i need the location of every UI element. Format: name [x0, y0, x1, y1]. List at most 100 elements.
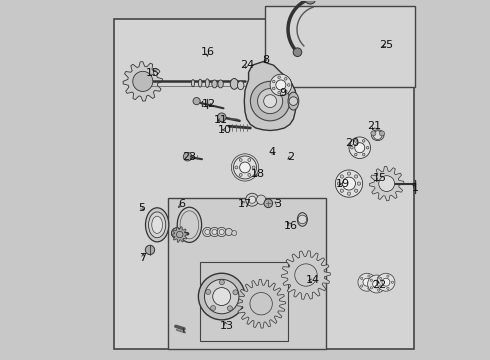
Circle shape — [295, 264, 317, 286]
Circle shape — [305, 0, 316, 4]
Circle shape — [235, 166, 238, 169]
Circle shape — [379, 131, 385, 136]
Polygon shape — [369, 166, 404, 201]
Circle shape — [347, 172, 351, 175]
Circle shape — [134, 72, 152, 90]
Text: 7: 7 — [140, 253, 147, 263]
Circle shape — [391, 281, 393, 283]
Text: 16: 16 — [284, 221, 298, 230]
Text: 10: 10 — [218, 125, 232, 135]
Circle shape — [176, 231, 183, 238]
Circle shape — [371, 131, 376, 136]
Circle shape — [225, 228, 232, 235]
Circle shape — [357, 182, 361, 185]
Circle shape — [355, 143, 365, 153]
Circle shape — [198, 273, 245, 320]
Circle shape — [278, 91, 280, 94]
Circle shape — [272, 80, 275, 83]
Circle shape — [373, 280, 381, 288]
Circle shape — [278, 76, 280, 78]
Circle shape — [232, 230, 237, 235]
Text: 22: 22 — [371, 280, 386, 290]
Circle shape — [382, 283, 384, 285]
Circle shape — [293, 48, 302, 57]
Circle shape — [240, 162, 250, 173]
Circle shape — [133, 71, 153, 91]
Circle shape — [379, 176, 394, 192]
Circle shape — [264, 199, 272, 208]
Circle shape — [193, 98, 200, 105]
Ellipse shape — [371, 130, 384, 140]
Circle shape — [285, 90, 287, 93]
Circle shape — [250, 81, 290, 121]
Bar — [200, 262, 288, 341]
Text: 3: 3 — [274, 199, 281, 210]
Circle shape — [203, 227, 212, 237]
Circle shape — [354, 175, 358, 178]
Circle shape — [372, 281, 374, 283]
Circle shape — [355, 153, 357, 156]
Circle shape — [256, 195, 266, 204]
Text: 20: 20 — [345, 138, 360, 148]
Circle shape — [377, 289, 380, 291]
Circle shape — [363, 153, 365, 156]
Text: 13: 13 — [220, 321, 233, 330]
Text: 23: 23 — [182, 152, 196, 162]
Ellipse shape — [297, 213, 307, 226]
Circle shape — [387, 275, 389, 277]
Circle shape — [355, 140, 357, 142]
Circle shape — [205, 229, 210, 234]
Ellipse shape — [288, 92, 299, 110]
Ellipse shape — [205, 79, 209, 87]
Circle shape — [248, 158, 251, 161]
Text: 18: 18 — [251, 168, 265, 179]
Circle shape — [361, 277, 363, 279]
Ellipse shape — [218, 80, 223, 88]
Text: 24: 24 — [240, 59, 254, 69]
Circle shape — [220, 280, 224, 285]
Circle shape — [276, 80, 286, 90]
Circle shape — [367, 147, 369, 149]
Circle shape — [218, 113, 226, 122]
Circle shape — [350, 147, 353, 149]
Circle shape — [146, 245, 155, 255]
Circle shape — [204, 279, 239, 314]
Circle shape — [368, 275, 386, 293]
Circle shape — [363, 278, 371, 286]
Circle shape — [347, 192, 351, 195]
Circle shape — [343, 177, 355, 190]
Ellipse shape — [192, 80, 195, 87]
Circle shape — [285, 77, 287, 80]
Ellipse shape — [198, 79, 202, 87]
Circle shape — [387, 287, 389, 289]
Text: 15: 15 — [146, 68, 160, 78]
Circle shape — [382, 278, 390, 286]
Circle shape — [239, 158, 242, 161]
Circle shape — [340, 189, 343, 192]
Circle shape — [233, 290, 238, 295]
Circle shape — [289, 97, 298, 105]
Circle shape — [380, 277, 382, 279]
Text: 12: 12 — [201, 99, 216, 109]
Text: 21: 21 — [367, 121, 381, 131]
Polygon shape — [172, 227, 188, 242]
Circle shape — [288, 84, 290, 86]
Circle shape — [239, 174, 242, 176]
Circle shape — [248, 196, 256, 203]
Circle shape — [210, 227, 219, 237]
Circle shape — [250, 293, 272, 315]
Circle shape — [234, 156, 256, 179]
Circle shape — [377, 273, 395, 291]
Circle shape — [349, 137, 370, 158]
Circle shape — [172, 228, 182, 238]
Circle shape — [245, 193, 259, 206]
Text: 1: 1 — [412, 183, 419, 193]
Circle shape — [252, 166, 255, 169]
Circle shape — [373, 131, 382, 139]
Circle shape — [248, 174, 251, 176]
Circle shape — [370, 279, 372, 281]
Text: 16: 16 — [200, 46, 214, 57]
Circle shape — [368, 275, 370, 277]
Ellipse shape — [152, 216, 163, 233]
Polygon shape — [282, 251, 330, 299]
